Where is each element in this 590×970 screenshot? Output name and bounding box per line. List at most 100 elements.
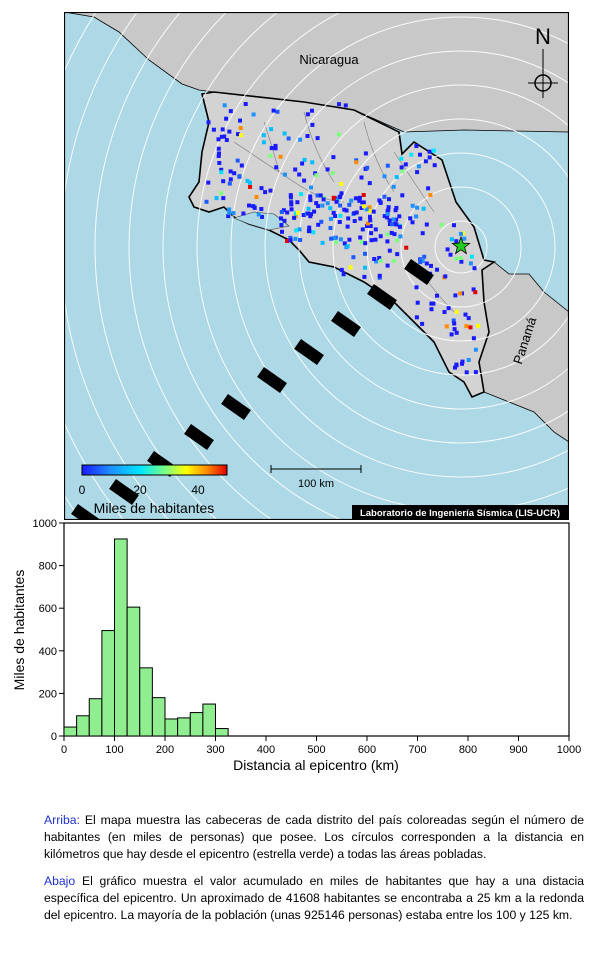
district-dot xyxy=(320,240,325,245)
district-dot xyxy=(358,216,363,221)
x-tick-label: 100 xyxy=(105,744,123,756)
district-dot xyxy=(288,238,293,243)
district-dot xyxy=(341,272,346,277)
district-dot xyxy=(293,211,298,216)
district-dot xyxy=(268,153,273,158)
district-dot xyxy=(216,146,221,151)
district-dot xyxy=(217,161,222,165)
district-dot xyxy=(400,169,405,174)
district-dot xyxy=(297,227,302,232)
histogram-bar xyxy=(139,667,153,737)
histogram-bar xyxy=(88,698,103,737)
district-dot xyxy=(387,197,391,202)
trench-segment xyxy=(294,339,324,365)
district-dot xyxy=(421,206,426,211)
district-dot xyxy=(385,163,390,168)
district-dot xyxy=(297,172,302,177)
north-label: N xyxy=(535,24,551,49)
district-dot xyxy=(385,211,390,216)
y-tick-label: 400 xyxy=(39,646,57,658)
histogram-bar xyxy=(76,715,90,737)
district-dot xyxy=(298,238,303,242)
x-tick-label: 500 xyxy=(307,744,325,756)
district-dot xyxy=(274,165,279,170)
district-dot xyxy=(394,175,399,180)
district-dot xyxy=(329,236,334,241)
district-dot xyxy=(397,214,402,219)
district-dot xyxy=(391,217,396,222)
district-dot xyxy=(261,133,266,138)
district-dot xyxy=(416,164,421,169)
district-dot xyxy=(414,214,419,219)
district-dot xyxy=(452,223,456,228)
distance-circle xyxy=(264,50,569,444)
trench-segment xyxy=(367,284,397,310)
district-dot xyxy=(420,321,425,326)
district-dot xyxy=(325,167,330,172)
district-dot xyxy=(269,146,274,151)
district-dot xyxy=(453,365,457,370)
district-dot xyxy=(426,186,431,191)
credit-box: Laboratorio de Ingeniería Sísmica (LIS-U… xyxy=(352,505,568,519)
district-dot xyxy=(449,237,454,242)
district-dot xyxy=(345,224,350,229)
district-dot xyxy=(363,241,368,246)
caption-paragraph-top: Arriba: El mapa muestra las cabeceras de… xyxy=(44,812,584,863)
x-tick-label: 300 xyxy=(206,744,224,756)
district-dot xyxy=(311,230,316,235)
district-dot xyxy=(367,208,372,213)
district-dot xyxy=(219,191,224,196)
district-dot xyxy=(285,239,289,243)
district-dot xyxy=(239,163,244,168)
map-frame xyxy=(64,12,569,520)
district-dot xyxy=(222,134,227,139)
district-dot xyxy=(282,172,287,177)
district-dot xyxy=(219,170,224,175)
district-dot xyxy=(452,321,457,326)
y-tick-label: 1000 xyxy=(33,518,57,530)
district-dot xyxy=(459,259,464,264)
district-dot xyxy=(299,192,304,197)
district-dot xyxy=(386,205,391,210)
district-dot xyxy=(446,306,451,311)
district-dot xyxy=(337,195,342,200)
district-dot xyxy=(309,185,313,190)
district-dot xyxy=(410,220,415,225)
district-dot xyxy=(298,137,303,142)
district-dot xyxy=(220,127,225,132)
district-dot xyxy=(320,203,325,208)
district-dot xyxy=(367,181,372,186)
histogram-bar xyxy=(63,726,78,737)
credit-label: Laboratorio de Ingeniería Sísmica (LIS-U… xyxy=(360,508,560,519)
district-dot xyxy=(219,167,224,172)
district-dot xyxy=(352,211,357,216)
y-axis-ticks: 0 200 400 600 800 1000 xyxy=(33,518,64,743)
district-dot xyxy=(418,152,422,157)
district-dot xyxy=(289,200,294,205)
district-dot xyxy=(385,232,390,237)
histogram-bar xyxy=(164,718,179,737)
district-dot xyxy=(211,127,216,132)
district-dot xyxy=(288,235,293,240)
district-dot xyxy=(334,199,339,204)
map-panel: Nicaragua Panamá N 0 20 40 Miles de habi… xyxy=(64,12,569,520)
district-dot xyxy=(469,254,474,259)
district-dot xyxy=(377,273,382,278)
caption-text-top: El mapa muestra las cabeceras de cada di… xyxy=(44,813,584,861)
y-tick-label: 600 xyxy=(39,603,57,615)
district-dot xyxy=(458,231,463,236)
district-dot xyxy=(332,236,337,241)
district-dot xyxy=(231,211,236,215)
district-dot xyxy=(415,300,420,305)
district-dot xyxy=(247,203,251,208)
district-dot xyxy=(424,261,429,266)
district-dot xyxy=(227,129,232,134)
district-dot xyxy=(243,102,248,106)
district-dot xyxy=(418,260,423,265)
district-dot xyxy=(263,190,268,195)
district-dot xyxy=(364,207,369,212)
district-dot xyxy=(374,259,379,264)
district-dot xyxy=(454,330,459,335)
district-dot xyxy=(308,214,313,219)
district-dot xyxy=(336,132,341,137)
